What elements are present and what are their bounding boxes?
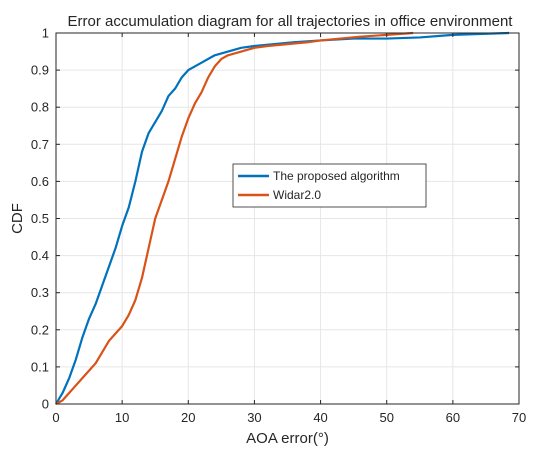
chart-title: Error accumulation diagram for all traje… — [68, 13, 514, 30]
x-tick-label: 60 — [446, 410, 460, 425]
x-tick-label: 10 — [115, 410, 129, 425]
axis-ticks: 0 10 20 30 40 50 60 70 0 0.1 0.2 0.3 0.4 0.5 0.6 0.7 0.8… — [31, 26, 526, 426]
y-tick-label: 0.5 — [31, 211, 49, 226]
legend-label-widar: Widar2.0 — [273, 188, 321, 202]
y-tick-label: 0.3 — [31, 285, 49, 300]
y-tick-label: 0.2 — [31, 322, 49, 337]
y-tick-label: 0.4 — [31, 248, 49, 263]
x-tick-label: 0 — [52, 410, 59, 425]
x-axis-label: AOA error(°) — [246, 430, 329, 447]
x-tick-label: 30 — [247, 410, 261, 425]
series-line-widar — [55, 31, 414, 405]
y-tick-label: 1 — [42, 26, 49, 41]
x-tick-label: 70 — [512, 410, 526, 425]
x-tick-label: 50 — [379, 410, 393, 425]
y-tick-label: 0.8 — [31, 100, 49, 115]
y-axis-label: CDF — [9, 203, 26, 234]
y-tick-label: 0.6 — [31, 174, 49, 189]
legend-label-proposed: The proposed algorithm — [273, 169, 400, 183]
x-tick-label: 40 — [313, 410, 327, 425]
y-tick-label: 0.1 — [31, 359, 49, 374]
legend-box — [232, 163, 427, 208]
y-tick-label: 0 — [42, 397, 49, 412]
series-lines — [55, 31, 510, 405]
y-tick-label: 0.9 — [31, 63, 49, 78]
y-tick-label: 0.7 — [31, 137, 49, 152]
x-tick-label: 20 — [181, 410, 195, 425]
legend: The proposed algorithm Widar2.0 — [232, 163, 427, 208]
grid-lines — [55, 32, 520, 405]
